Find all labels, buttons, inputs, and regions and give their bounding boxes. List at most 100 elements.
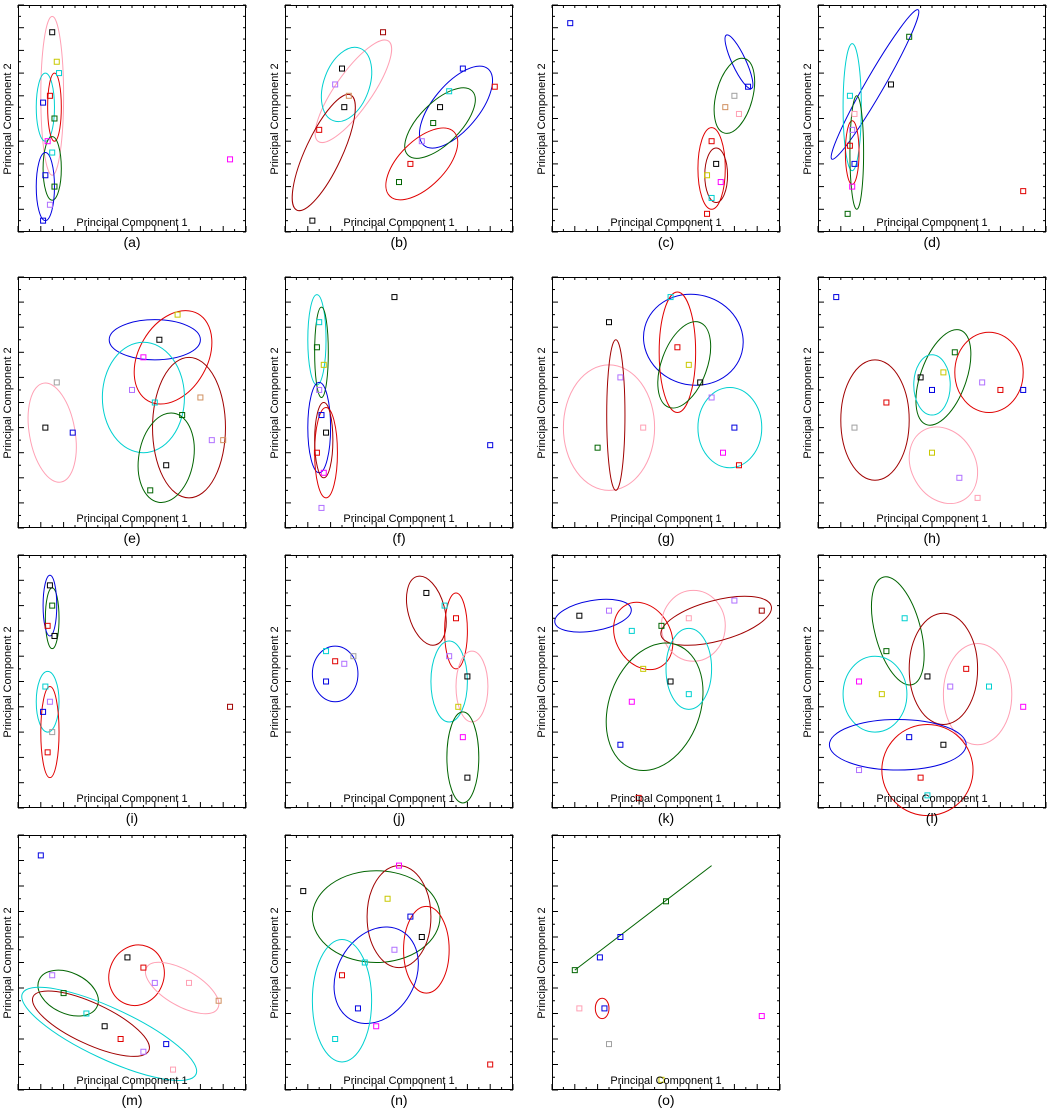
data-point	[117, 1036, 124, 1042]
subplot-caption: (g)	[657, 530, 675, 546]
plot-area	[284, 4, 514, 233]
data-point	[49, 149, 56, 156]
subplot-i: Principal Component 1 Principal Component…	[2, 554, 247, 826]
confidence-ellipse	[849, 95, 865, 210]
confidence-ellipse	[35, 670, 60, 733]
data-point	[974, 494, 981, 501]
data-point	[956, 474, 963, 481]
data-point	[332, 1036, 339, 1042]
data-point	[849, 126, 856, 133]
data-point	[455, 703, 462, 710]
x-axis-label: Principal Component 1	[343, 513, 455, 525]
confidence-ellipse	[27, 382, 77, 483]
data-point	[567, 20, 574, 27]
data-point	[667, 678, 674, 685]
subplot-j: Principal Component 1 Principal Component…	[269, 554, 514, 826]
confidence-ellipse	[311, 939, 373, 1063]
y-axis-label: Principal Component 2	[536, 906, 548, 1019]
plot-area	[551, 276, 781, 529]
data-point	[846, 142, 853, 149]
data-point	[851, 110, 858, 117]
plot-area	[17, 4, 247, 233]
data-point	[951, 349, 958, 356]
confidence-ellipse	[881, 724, 974, 817]
data-point	[83, 1010, 90, 1017]
data-point	[628, 627, 635, 634]
data-point	[391, 946, 398, 953]
confidence-ellipse	[314, 401, 334, 479]
data-point	[997, 386, 1004, 393]
confidence-ellipse	[21, 986, 198, 1082]
confidence-ellipse	[311, 645, 359, 703]
y-axis-label: Principal Component 2	[802, 346, 814, 459]
confidence-ellipse	[333, 926, 419, 1024]
data-point	[735, 462, 742, 469]
subplot-n: Principal Component 1 Principal Component…	[269, 834, 514, 1108]
x-axis-label: Principal Component 1	[610, 217, 722, 229]
subplot-caption: (n)	[390, 1092, 408, 1108]
data-point	[446, 653, 453, 660]
data-point	[151, 399, 158, 406]
data-point	[606, 607, 612, 614]
confidence-ellipse	[145, 961, 220, 1015]
data-point	[44, 138, 51, 145]
confidence-ellipse	[40, 686, 60, 779]
data-point	[601, 1005, 608, 1012]
data-point	[320, 361, 327, 368]
data-point	[708, 194, 715, 201]
data-point	[384, 895, 391, 902]
confidence-ellipse	[660, 589, 726, 662]
data-point	[320, 469, 327, 476]
data-point	[929, 386, 935, 393]
data-point	[140, 354, 147, 361]
data-point	[220, 437, 227, 444]
data-point	[735, 110, 742, 117]
data-point	[51, 632, 58, 639]
confidence-ellipse	[942, 643, 1013, 746]
data-point	[606, 319, 612, 326]
data-point	[56, 70, 63, 77]
data-point	[323, 429, 330, 436]
data-point	[849, 183, 856, 190]
data-point	[163, 1041, 170, 1048]
data-point	[917, 374, 924, 381]
data-point	[640, 424, 647, 431]
confidence-ellipse	[444, 592, 468, 670]
data-point	[940, 741, 947, 748]
axes-frame	[18, 5, 246, 232]
x-axis-label: Principal Component 1	[76, 793, 188, 805]
data-point	[44, 622, 51, 629]
data-point	[441, 602, 448, 609]
confidence-ellipse	[830, 9, 920, 160]
data-point	[887, 81, 894, 88]
data-point	[313, 344, 320, 351]
data-point	[617, 374, 624, 381]
x-axis-label: Principal Component 1	[343, 217, 455, 229]
data-point	[361, 959, 368, 966]
data-point	[423, 589, 430, 596]
data-point	[332, 81, 339, 88]
confidence-ellipse	[418, 65, 494, 149]
y-axis-label: Principal Component 2	[536, 625, 548, 738]
data-point	[720, 449, 726, 456]
data-point	[685, 691, 692, 698]
data-point	[309, 217, 316, 224]
data-point	[46, 698, 53, 705]
y-axis-label: Principal Component 2	[2, 346, 14, 459]
data-point	[453, 615, 459, 622]
data-point	[906, 734, 913, 741]
data-point	[606, 1041, 612, 1048]
data-point	[674, 344, 681, 351]
data-point	[1020, 386, 1027, 393]
confidence-ellipse	[291, 93, 356, 212]
confidence-ellipse	[311, 870, 441, 963]
data-point	[40, 99, 47, 106]
data-point	[40, 708, 47, 715]
confidence-ellipse	[657, 321, 712, 409]
data-point	[345, 92, 352, 99]
data-point	[42, 683, 49, 690]
confidence-ellipse	[724, 34, 754, 90]
data-point	[708, 138, 715, 145]
data-point	[846, 92, 853, 99]
confidence-ellipse	[713, 57, 756, 134]
